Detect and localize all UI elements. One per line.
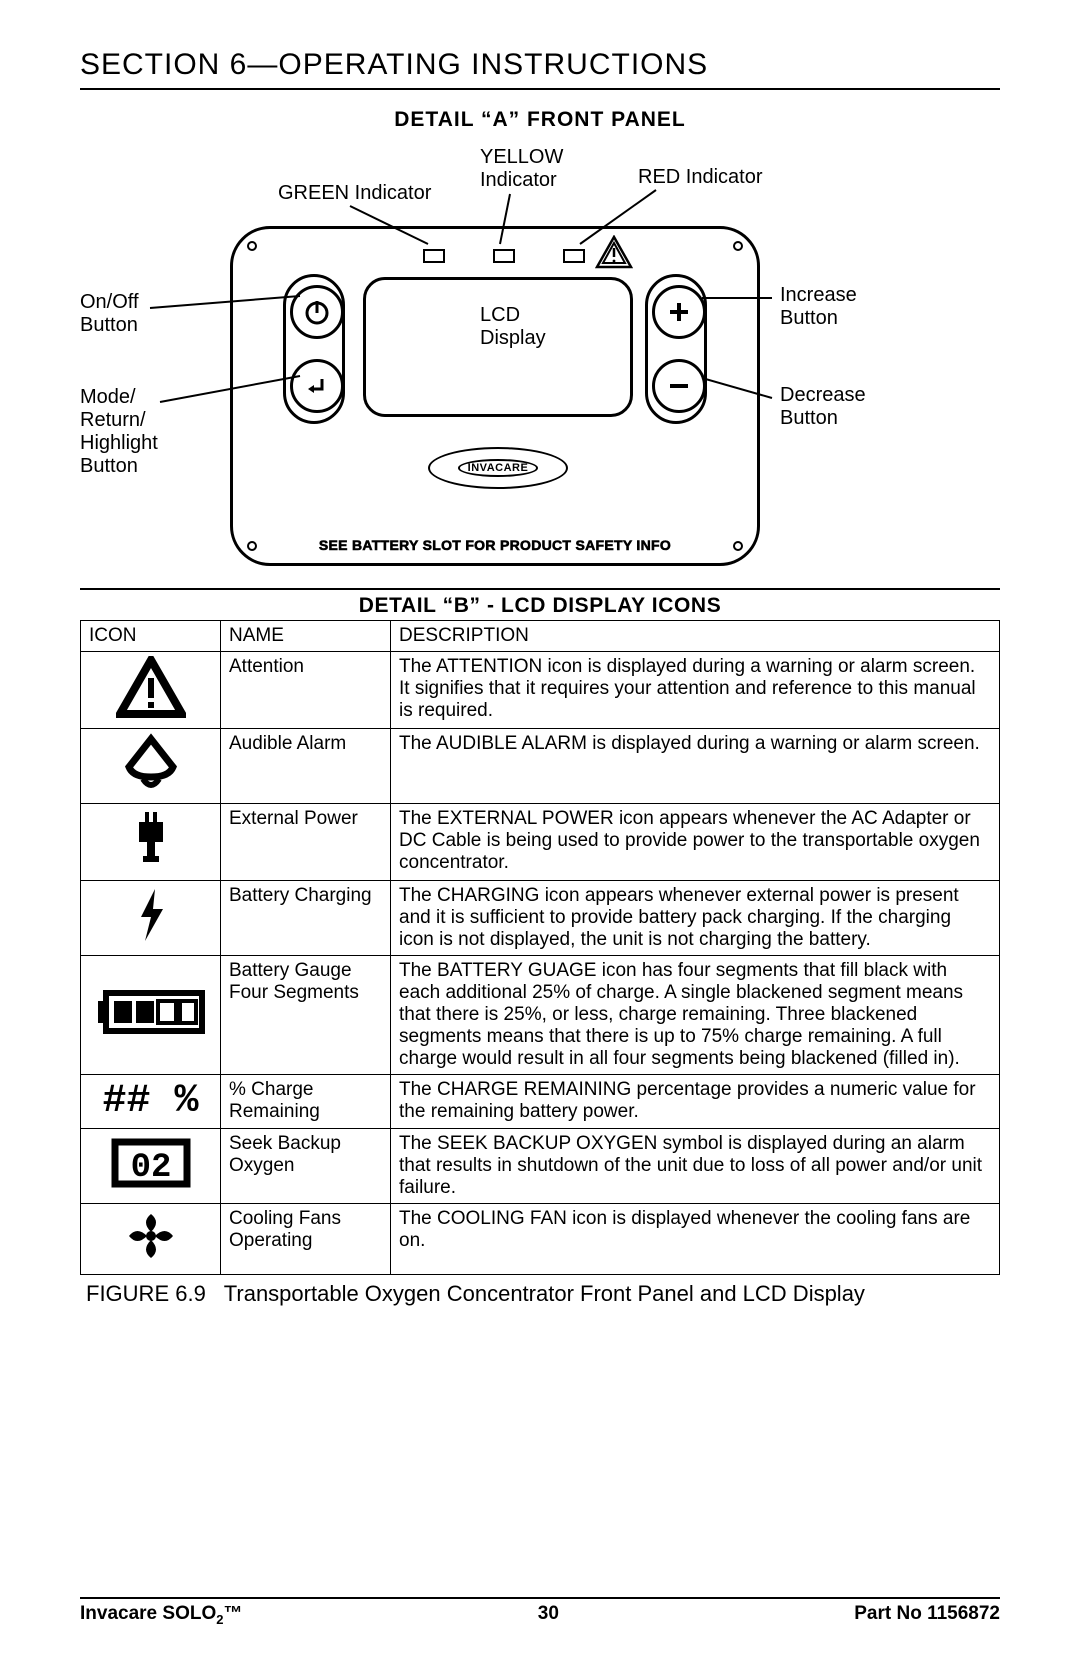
table-row: Attention The ATTENTION icon is displaye… (81, 652, 1000, 729)
warning-triangle-icon (595, 235, 633, 274)
text: Highlight (80, 432, 158, 454)
icon-desc: The AUDIBLE ALARM is displayed during a … (391, 729, 1000, 804)
icon-desc: The EXTERNAL POWER icon appears whenever… (391, 804, 1000, 881)
indicator-red-icon (563, 249, 585, 263)
label-decrease-button: Decrease Button (780, 384, 866, 430)
icon-desc: The COOLING FAN icon is displayed whenev… (391, 1204, 1000, 1275)
power-button-icon[interactable] (290, 285, 344, 339)
figure-caption: FIGURE 6.9 Transportable Oxygen Concentr… (80, 1281, 1000, 1307)
icon-name: Battery Charging (221, 881, 391, 956)
screw-icon (733, 241, 743, 251)
icon-desc: The ATTENTION icon is displayed during a… (391, 652, 1000, 729)
screw-icon (247, 241, 257, 251)
left-button-group (283, 274, 345, 424)
icon-desc: The CHARGING icon appears whenever exter… (391, 881, 1000, 956)
front-panel-diagram: GREEN Indicator YELLOW Indicator RED Ind… (80, 136, 1000, 586)
right-button-group (645, 274, 707, 424)
icon-name: External Power (221, 804, 391, 881)
text: Button (780, 307, 838, 329)
decrease-button-icon[interactable] (652, 359, 706, 413)
icon-name: Battery Gauge Four Segments (221, 956, 391, 1075)
audible-alarm-icon (81, 729, 221, 804)
icon-desc: The SEEK BACKUP OXYGEN symbol is display… (391, 1129, 1000, 1204)
indicator-green-icon (423, 249, 445, 263)
label-onoff-button: On/Off Button (80, 291, 139, 337)
icon-name: % Charge Remaining (221, 1075, 391, 1129)
label-increase-button: Increase Button (780, 284, 857, 330)
percent-charge-icon: ## % (81, 1075, 221, 1129)
external-power-icon (81, 804, 221, 881)
text: On/Off (80, 291, 139, 313)
lcd-display (363, 277, 633, 417)
table-row: Cooling Fans Operating The COOLING FAN i… (81, 1204, 1000, 1275)
battery-gauge-icon (81, 956, 221, 1075)
table-header-row: ICON NAME DESCRIPTION (81, 621, 1000, 652)
text: Indicator (480, 169, 557, 191)
percent-glyph: ## % (102, 1079, 198, 1124)
increase-button-icon[interactable] (652, 285, 706, 339)
col-desc: DESCRIPTION (391, 621, 1000, 652)
cooling-fan-icon (81, 1204, 221, 1275)
product-name: Invacare SOLO (80, 1603, 216, 1624)
text: Button (80, 455, 138, 477)
footer-left: Invacare SOLO2™ (80, 1603, 242, 1627)
table-row: ## % % Charge Remaining The CHARGE REMAI… (81, 1075, 1000, 1129)
col-name: NAME (221, 621, 391, 652)
brand-logo: INVACARE (428, 447, 568, 489)
icon-name: Attention (221, 652, 391, 729)
text: YELLOW (480, 146, 563, 168)
figure-number: FIGURE 6.9 (86, 1281, 206, 1306)
seek-backup-oxygen-icon: 02 (81, 1129, 221, 1204)
label-yellow-indicator: YELLOW Indicator (480, 146, 563, 192)
attention-icon (81, 652, 221, 729)
text: Mode/ (80, 386, 136, 408)
indicator-yellow-icon (493, 249, 515, 263)
label-mode-button: Mode/ Return/ Highlight Button (80, 386, 158, 478)
safety-text: SEE BATTERY SLOT FOR PRODUCT SAFETY INFO (233, 537, 757, 553)
table-row: External Power The EXTERNAL POWER icon a… (81, 804, 1000, 881)
trademark: ™ (223, 1603, 242, 1624)
col-icon: ICON (81, 621, 221, 652)
return-button-icon[interactable] (290, 359, 344, 413)
table-row: 02 Seek Backup Oxygen The SEEK BACKUP OX… (81, 1129, 1000, 1204)
text: Button (80, 314, 138, 336)
table-row: Battery Gauge Four Segments The BATTERY … (81, 956, 1000, 1075)
page-number: 30 (538, 1603, 559, 1627)
icon-table: ICON NAME DESCRIPTION Attention The ATTE… (80, 620, 1000, 1275)
part-number: Part No 1156872 (854, 1603, 1000, 1627)
icon-desc: The CHARGE REMAINING percentage provides… (391, 1075, 1000, 1129)
icon-desc: The BATTERY GUAGE icon has four segments… (391, 956, 1000, 1075)
text: Decrease (780, 384, 866, 406)
detail-a-title: DETAIL “A” FRONT PANEL (80, 108, 1000, 132)
text: Return/ (80, 409, 146, 431)
svg-text:02: 02 (130, 1149, 171, 1187)
icon-name: Seek Backup Oxygen (221, 1129, 391, 1204)
table-row: Battery Charging The CHARGING icon appea… (81, 881, 1000, 956)
battery-charging-icon (81, 881, 221, 956)
figure-text: Transportable Oxygen Concentrator Front … (224, 1281, 865, 1306)
icon-name: Audible Alarm (221, 729, 391, 804)
device-outline: INVACARE SEE BATTERY SLOT FOR PRODUCT SA… (230, 226, 760, 566)
text: Increase (780, 284, 857, 306)
icon-name: Cooling Fans Operating (221, 1204, 391, 1275)
section-title: SECTION 6—OPERATING INSTRUCTIONS (80, 48, 1000, 90)
table-row: Audible Alarm The AUDIBLE ALARM is displ… (81, 729, 1000, 804)
text: Button (780, 407, 838, 429)
page-footer: Invacare SOLO2™ 30 Part No 1156872 (80, 1597, 1000, 1627)
logo-text: INVACARE (458, 459, 539, 477)
label-red-indicator: RED Indicator (638, 166, 763, 189)
label-green-indicator: GREEN Indicator (278, 182, 431, 205)
detail-b-title: DETAIL “B” - LCD DISPLAY ICONS (80, 590, 1000, 620)
